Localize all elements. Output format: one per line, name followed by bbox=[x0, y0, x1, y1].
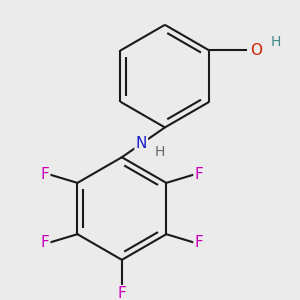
Text: F: F bbox=[194, 235, 203, 250]
Text: H: H bbox=[270, 35, 281, 49]
Text: F: F bbox=[40, 235, 49, 250]
Text: F: F bbox=[194, 167, 203, 182]
Text: H: H bbox=[154, 145, 165, 159]
Text: N: N bbox=[136, 136, 147, 151]
Text: F: F bbox=[40, 167, 49, 182]
Text: O: O bbox=[250, 43, 262, 58]
Text: F: F bbox=[118, 286, 126, 300]
